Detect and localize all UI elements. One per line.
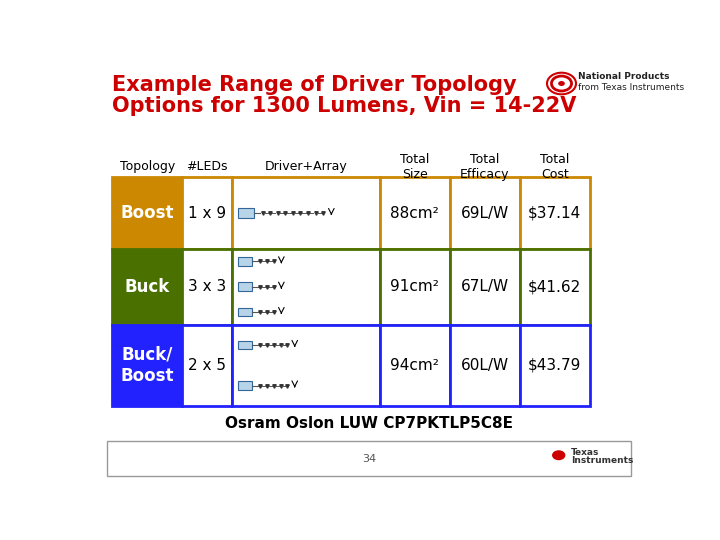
Text: $41.62: $41.62 <box>528 279 581 294</box>
Bar <box>238 308 252 316</box>
Text: 94cm²: 94cm² <box>390 358 439 373</box>
Bar <box>379 248 449 325</box>
Bar <box>232 248 379 325</box>
Text: Options for 1300 Lumens, Vin = 14-22V: Options for 1300 Lumens, Vin = 14-22V <box>112 96 577 116</box>
Bar <box>112 178 182 248</box>
Text: Driver+Array: Driver+Array <box>264 160 347 173</box>
Bar <box>379 325 449 406</box>
Text: #LEDs: #LEDs <box>186 160 228 173</box>
Bar <box>182 325 232 406</box>
Bar <box>238 208 253 218</box>
Bar <box>238 282 252 291</box>
Text: Total
Efficacy: Total Efficacy <box>460 153 510 181</box>
Bar <box>238 257 252 266</box>
Text: Instruments: Instruments <box>571 456 634 465</box>
Text: Buck: Buck <box>125 278 170 296</box>
Bar <box>182 178 232 248</box>
Bar <box>232 178 379 248</box>
Text: 1 x 9: 1 x 9 <box>188 206 226 220</box>
Text: Buck/
Boost: Buck/ Boost <box>120 346 174 384</box>
Bar <box>112 248 182 325</box>
Text: Total
Size: Total Size <box>400 153 429 181</box>
Bar <box>520 178 590 248</box>
Bar <box>238 341 252 349</box>
Text: 3 x 3: 3 x 3 <box>188 279 226 294</box>
Text: 67L/W: 67L/W <box>461 279 509 294</box>
Text: 2 x 5: 2 x 5 <box>188 358 226 373</box>
Text: $43.79: $43.79 <box>528 358 582 373</box>
Bar <box>520 325 590 406</box>
Text: Boost: Boost <box>120 204 174 222</box>
Text: Osram Oslon LUW CP7PKTLP5C8E: Osram Oslon LUW CP7PKTLP5C8E <box>225 416 513 431</box>
Text: 60L/W: 60L/W <box>461 358 509 373</box>
Text: Example Range of Driver Topology: Example Range of Driver Topology <box>112 75 517 95</box>
Text: $37.14: $37.14 <box>528 206 581 220</box>
Circle shape <box>552 450 565 460</box>
Text: Total
Cost: Total Cost <box>540 153 570 181</box>
Text: Texas: Texas <box>571 448 599 457</box>
Bar <box>449 178 520 248</box>
Text: from Texas Instruments: from Texas Instruments <box>578 83 685 92</box>
Circle shape <box>558 81 565 86</box>
Bar <box>112 325 182 406</box>
Bar <box>449 248 520 325</box>
Bar <box>520 248 590 325</box>
Bar <box>107 441 631 476</box>
Text: 69L/W: 69L/W <box>461 206 509 220</box>
Bar <box>238 381 252 390</box>
Bar <box>379 178 449 248</box>
Bar <box>449 325 520 406</box>
Text: Topology: Topology <box>120 160 175 173</box>
Bar <box>182 248 232 325</box>
Text: National Products: National Products <box>578 71 670 80</box>
Text: 88cm²: 88cm² <box>390 206 439 220</box>
Text: 91cm²: 91cm² <box>390 279 439 294</box>
Text: 34: 34 <box>362 454 376 463</box>
Bar <box>232 325 379 406</box>
